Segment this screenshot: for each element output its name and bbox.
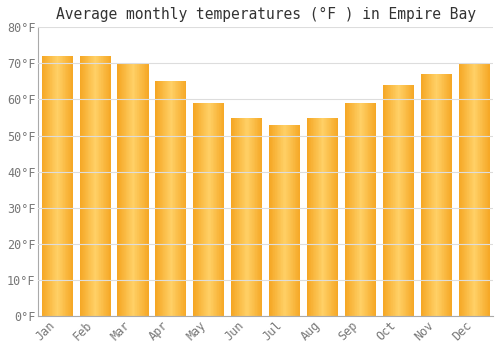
Title: Average monthly temperatures (°F ) in Empire Bay: Average monthly temperatures (°F ) in Em… <box>56 7 476 22</box>
